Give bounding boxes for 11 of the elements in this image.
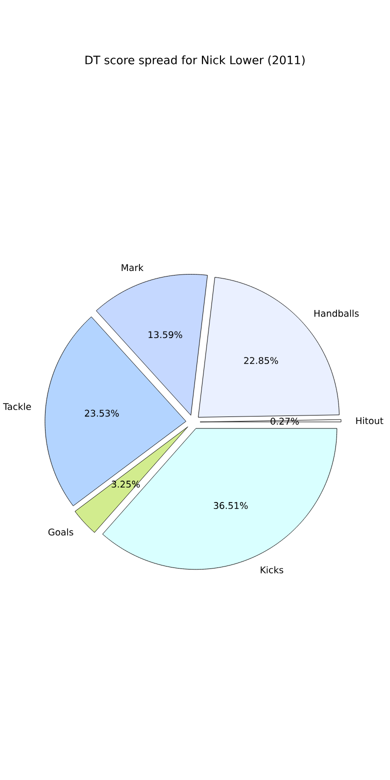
slice-label: Mark <box>122 264 144 272</box>
data-label: 22.85% <box>244 357 278 364</box>
slice-label: Handballs <box>314 310 359 317</box>
data-label: 23.53% <box>84 410 119 417</box>
slice-label: Tackle <box>3 402 31 410</box>
slice-label: Hitout <box>356 417 384 424</box>
data-label: 13.59% <box>148 331 182 338</box>
slice-label: Kicks <box>260 566 284 574</box>
slice-label: Goals <box>48 528 74 536</box>
chart-title: DT score spread for Nick Lower (2011) <box>86 55 305 67</box>
data-label: 36.51% <box>214 502 248 510</box>
